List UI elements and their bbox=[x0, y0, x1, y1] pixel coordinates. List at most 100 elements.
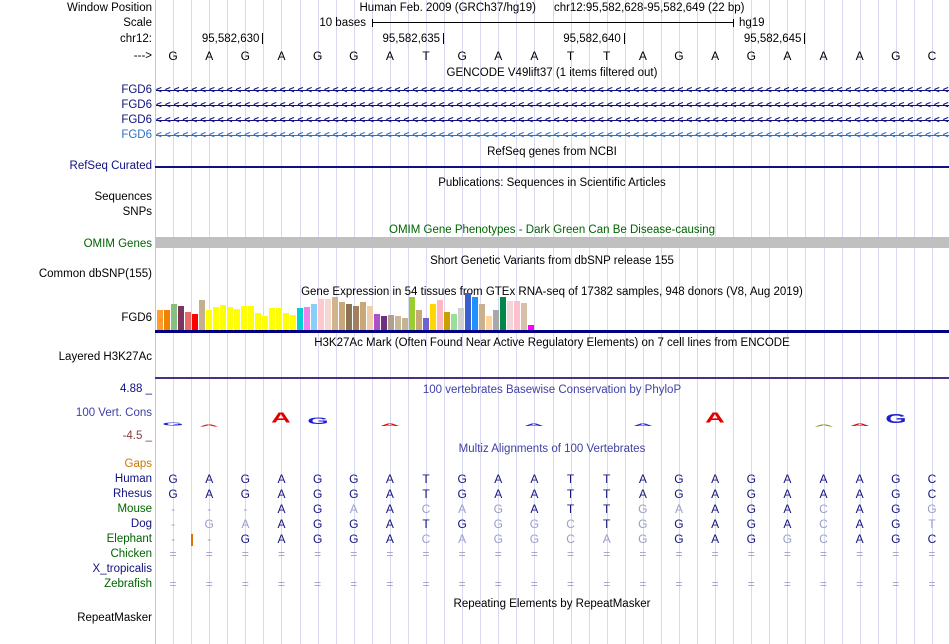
gtex-tissue-bar[interactable] bbox=[507, 301, 513, 330]
alignment-base: G bbox=[529, 532, 540, 546]
gtex-tissue-bar[interactable] bbox=[262, 316, 268, 330]
gtex-tissue-bar[interactable] bbox=[171, 304, 177, 330]
alignment-base: G bbox=[349, 532, 359, 546]
transcript-line[interactable]: <<<<<<<<<<<<<<<<<<<<<<<<<<<<<<<<<<<<<<<<… bbox=[156, 129, 949, 142]
gtex-tissue-bar[interactable] bbox=[444, 312, 450, 330]
snps-label[interactable]: SNPs bbox=[122, 206, 152, 218]
gtex-tissue-bar[interactable] bbox=[500, 297, 506, 330]
guideline bbox=[661, 0, 662, 644]
guideline bbox=[534, 0, 535, 644]
gtex-tissue-bar[interactable] bbox=[206, 310, 212, 330]
species-label[interactable]: Human bbox=[114, 473, 152, 485]
species-label[interactable]: X_tropicalis bbox=[92, 563, 152, 575]
transcript-line[interactable]: <<<<<<<<<<<<<<<<<<<<<<<<<<<<<<<<<<<<<<<<… bbox=[156, 99, 949, 112]
species-label[interactable]: Zebrafish bbox=[104, 578, 152, 590]
gtex-tissue-bar[interactable] bbox=[451, 314, 457, 330]
gtex-gene-model-line[interactable] bbox=[155, 330, 949, 333]
conservation-track-label[interactable]: 100 Vert. Cons bbox=[75, 407, 152, 419]
gtex-tissue-bar[interactable] bbox=[297, 308, 303, 330]
gtex-tissue-bar[interactable] bbox=[381, 316, 387, 330]
gtex-tissue-bar[interactable] bbox=[227, 307, 233, 330]
gtex-tissue-bar[interactable] bbox=[402, 318, 408, 330]
omim-genes-label[interactable]: OMIM Genes bbox=[83, 238, 152, 250]
species-label[interactable]: Chicken bbox=[110, 548, 152, 560]
gtex-tissue-bar[interactable] bbox=[374, 314, 380, 330]
gtex-tissue-bar[interactable] bbox=[185, 312, 191, 330]
gtex-tissue-bar[interactable] bbox=[276, 308, 282, 330]
coordinate-tick bbox=[443, 33, 444, 44]
gene-label[interactable]: FGD6 bbox=[121, 99, 152, 111]
gtex-tissue-bar[interactable] bbox=[395, 316, 401, 330]
species-label[interactable]: Dog bbox=[130, 518, 152, 530]
gtex-tissue-bar[interactable] bbox=[493, 310, 499, 330]
omim-gene-bar[interactable] bbox=[155, 237, 949, 248]
assembly-text: Human Feb. 2009 (GRCh37/hg19) bbox=[359, 2, 536, 14]
gtex-tissue-bar[interactable] bbox=[269, 308, 275, 330]
alignment-base: = bbox=[241, 547, 249, 561]
gene-label[interactable]: FGD6 bbox=[121, 129, 152, 141]
gtex-tissue-bar[interactable] bbox=[409, 297, 415, 330]
sequences-label[interactable]: Sequences bbox=[94, 191, 152, 203]
species-label[interactable]: Elephant bbox=[106, 533, 152, 545]
gtex-tissue-bar[interactable] bbox=[521, 303, 527, 330]
gtex-tissue-bar[interactable] bbox=[318, 299, 324, 330]
refseq-curated-label[interactable]: RefSeq Curated bbox=[69, 160, 152, 172]
gtex-tissue-bar[interactable] bbox=[479, 304, 485, 330]
gtex-tissue-bar[interactable] bbox=[416, 310, 422, 330]
transcript-line[interactable]: <<<<<<<<<<<<<<<<<<<<<<<<<<<<<<<<<<<<<<<<… bbox=[156, 114, 949, 127]
common-dbsnp-label[interactable]: Common dbSNP(155) bbox=[38, 268, 152, 280]
gtex-tissue-bar[interactable] bbox=[528, 325, 534, 330]
coordinate-tick bbox=[804, 33, 805, 44]
alignment-base: G bbox=[493, 532, 503, 546]
h3k27ac-track-title: H3K27Ac Mark (Often Found Near Active Re… bbox=[314, 337, 790, 349]
alignment-base: C bbox=[927, 487, 937, 501]
gtex-tissue-bar[interactable] bbox=[220, 305, 226, 330]
gtex-tissue-bar[interactable] bbox=[339, 302, 345, 330]
gtex-tissue-bar[interactable] bbox=[255, 313, 261, 330]
species-label[interactable]: Mouse bbox=[117, 503, 152, 515]
gene-label[interactable]: FGD6 bbox=[121, 114, 152, 126]
alignment-base: G bbox=[891, 472, 901, 486]
gtex-tissue-bar[interactable] bbox=[178, 306, 184, 330]
alignment-base: A bbox=[458, 502, 467, 516]
gtex-tissue-bar[interactable] bbox=[325, 299, 331, 330]
transcript-line[interactable]: <<<<<<<<<<<<<<<<<<<<<<<<<<<<<<<<<<<<<<<<… bbox=[156, 84, 949, 97]
gtex-tissue-bar[interactable] bbox=[192, 314, 198, 330]
gtex-tissue-bar[interactable] bbox=[458, 308, 464, 330]
gtex-tissue-bar[interactable] bbox=[367, 306, 373, 330]
gene-label[interactable]: FGD6 bbox=[121, 84, 152, 96]
gtex-tissue-bar[interactable] bbox=[311, 304, 317, 330]
gtex-tissue-bar[interactable] bbox=[430, 304, 436, 330]
gtex-tissue-bar[interactable] bbox=[465, 293, 471, 330]
gtex-tissue-bar[interactable] bbox=[360, 302, 366, 330]
gtex-tissue-bar[interactable] bbox=[234, 309, 240, 330]
alignment-base: = bbox=[892, 577, 900, 591]
gtex-tissue-bar[interactable] bbox=[437, 300, 443, 330]
refseq-curated-gene-line[interactable] bbox=[155, 166, 949, 168]
gtex-tissue-bar[interactable] bbox=[164, 310, 170, 330]
alignment-base: = bbox=[169, 577, 177, 591]
gtex-tissue-bar[interactable] bbox=[304, 307, 310, 330]
gtex-tissue-bar[interactable] bbox=[514, 301, 520, 330]
alignment-base: A bbox=[783, 487, 792, 501]
gtex-gene-label[interactable]: FGD6 bbox=[121, 312, 152, 324]
gtex-tissue-bar[interactable] bbox=[283, 313, 289, 330]
gtex-tissue-bar[interactable] bbox=[486, 316, 492, 330]
gtex-tissue-bar[interactable] bbox=[213, 307, 219, 330]
gtex-tissue-bar[interactable] bbox=[290, 315, 296, 330]
gtex-tissue-bar[interactable] bbox=[332, 297, 338, 330]
gtex-tissue-bar[interactable] bbox=[157, 310, 163, 330]
gtex-tissue-bar[interactable] bbox=[346, 304, 352, 330]
gtex-tissue-bar[interactable] bbox=[199, 300, 205, 330]
repeatmasker-label[interactable]: RepeatMasker bbox=[77, 612, 152, 624]
layered-h3k27ac-label[interactable]: Layered H3K27Ac bbox=[58, 351, 152, 363]
species-label[interactable]: Rhesus bbox=[113, 488, 152, 500]
gtex-tissue-bar[interactable] bbox=[248, 306, 254, 330]
gtex-tissue-bar[interactable] bbox=[241, 306, 247, 330]
gtex-tissue-bar[interactable] bbox=[423, 318, 429, 330]
gtex-tissue-bar[interactable] bbox=[472, 297, 478, 330]
species-label[interactable]: Gaps bbox=[124, 458, 153, 470]
gtex-tissue-bar[interactable] bbox=[388, 315, 394, 330]
gtex-tissue-bar[interactable] bbox=[353, 306, 359, 330]
